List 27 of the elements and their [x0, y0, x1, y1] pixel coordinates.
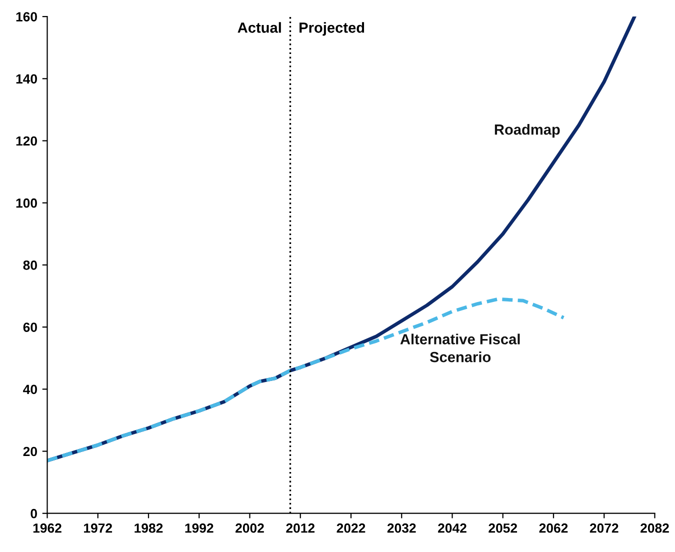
x-tick-label: 2042	[438, 523, 466, 533]
x-tick-label: 2052	[488, 523, 518, 533]
y-tick-label: 0	[30, 508, 37, 518]
x-tick-label: 2082	[640, 523, 669, 533]
x-tick-label: 2012	[286, 523, 315, 533]
y-tick-label: 160	[16, 12, 37, 22]
series-label: Alternative Fiscal Scenario	[400, 334, 520, 362]
y-tick-label: 20	[23, 446, 37, 456]
x-tick-label: 2002	[236, 523, 264, 533]
x-tick-label: 2032	[387, 523, 416, 533]
y-tick-label: 40	[23, 384, 37, 394]
x-tick-label: 1962	[33, 523, 62, 533]
series-label: Roadmap	[494, 124, 560, 138]
y-tick-label: 60	[23, 322, 37, 332]
x-tick-label: 1992	[185, 523, 214, 533]
x-tick-label: 1972	[84, 523, 112, 533]
annotation: Projected	[300, 22, 364, 36]
line-series	[47, 297, 566, 462]
y-tick-label: 140	[16, 74, 37, 84]
y-tick-label: 80	[23, 260, 37, 270]
annotation: Actual	[238, 22, 281, 33]
x-tick-label: 2072	[590, 523, 618, 533]
x-tick-label: 1982	[134, 523, 163, 533]
x-tick-label: 2022	[336, 523, 366, 533]
y-tick-label: 100	[16, 198, 37, 208]
x-tick-label: 2062	[539, 523, 568, 533]
y-tick-label: 120	[16, 136, 37, 146]
